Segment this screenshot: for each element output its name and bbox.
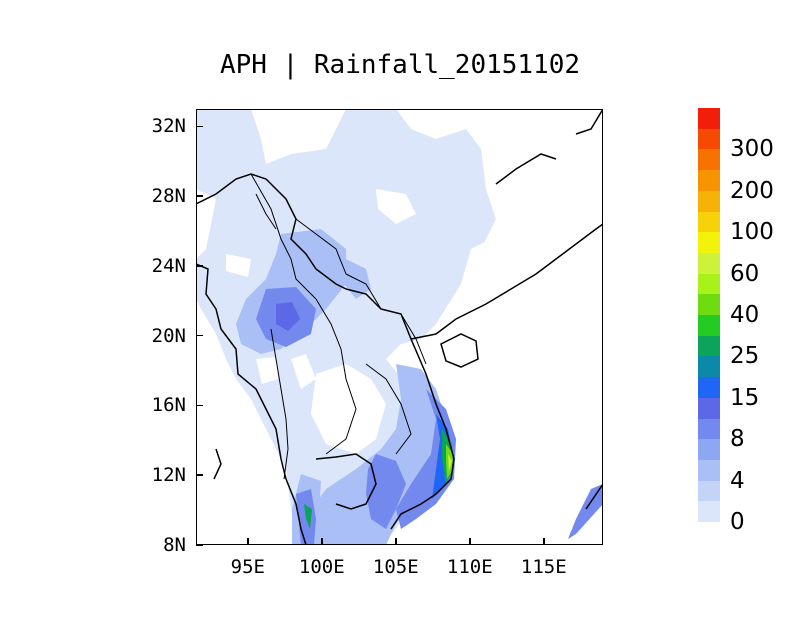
legend-label: 40	[730, 302, 760, 328]
legend-label: 0	[730, 509, 745, 535]
legend-swatch	[698, 356, 720, 378]
longitude-tick-label: 110E	[446, 556, 493, 578]
legend-label: 60	[730, 260, 760, 287]
legend-swatch	[698, 418, 720, 440]
legend-label: 300	[730, 136, 774, 163]
legend-swatch	[698, 315, 720, 337]
legend-swatch	[698, 190, 720, 212]
rainfall-map-svg	[196, 109, 603, 545]
latitude-tick-mark	[196, 404, 203, 407]
legend-swatch	[698, 459, 720, 482]
coastlines	[196, 109, 603, 545]
legend-swatch	[698, 294, 720, 316]
legend-label: 25	[730, 343, 760, 370]
latitude-tick-mark	[196, 334, 203, 337]
legend-swatch	[698, 252, 720, 275]
latitude-tick-mark	[196, 474, 203, 476]
legend-swatch	[698, 439, 720, 461]
legend-swatch	[698, 149, 720, 171]
legend-swatch	[698, 273, 720, 295]
latitude-tick-mark	[196, 265, 203, 267]
latitude-tick-label: 24N	[151, 254, 186, 277]
legend-swatch	[698, 501, 720, 523]
longitude-tick-mark	[469, 538, 471, 545]
legend-swatch	[698, 170, 720, 192]
latitude-tick-mark	[196, 544, 203, 546]
country-borders	[250, 173, 427, 480]
longitude-tick-mark	[247, 538, 249, 545]
legend-swatch	[698, 108, 720, 130]
legend-label: 200	[730, 177, 774, 204]
longitude-tick-mark	[543, 538, 545, 545]
legend-label: 8	[730, 426, 745, 453]
map-title: APH | Rainfall_20151102	[219, 50, 581, 80]
longitude-tick-mark	[321, 538, 323, 545]
longitude-tick-label: 100E	[298, 556, 345, 578]
longitude-tick-mark	[395, 538, 397, 545]
legend-label: 15	[730, 384, 760, 411]
latitude-tick-label: 28N	[151, 185, 186, 208]
legend-label: 100	[730, 219, 774, 246]
map-plot-area	[196, 109, 603, 545]
latitude-tick-label: 32N	[151, 115, 186, 138]
legend-swatch	[698, 128, 720, 150]
legend-swatch	[698, 397, 720, 419]
latitude-tick-label: 16N	[151, 394, 186, 417]
legend-swatch	[698, 335, 720, 357]
legend-swatch	[698, 211, 720, 233]
latitude-tick-label: 20N	[151, 324, 186, 347]
latitude-tick-label: 8N	[163, 534, 186, 556]
latitude-tick-mark	[196, 125, 203, 128]
legend-swatch	[698, 232, 720, 254]
longitude-tick-label: 105E	[372, 556, 419, 578]
latitude-tick-label: 12N	[151, 464, 186, 487]
legend-label: 4	[730, 467, 745, 494]
legend-swatch	[698, 480, 720, 502]
longitude-tick-label: 95E	[230, 556, 265, 578]
longitude-tick-label: 115E	[520, 556, 567, 578]
legend-swatch	[698, 377, 720, 399]
latitude-tick-mark	[196, 195, 203, 197]
